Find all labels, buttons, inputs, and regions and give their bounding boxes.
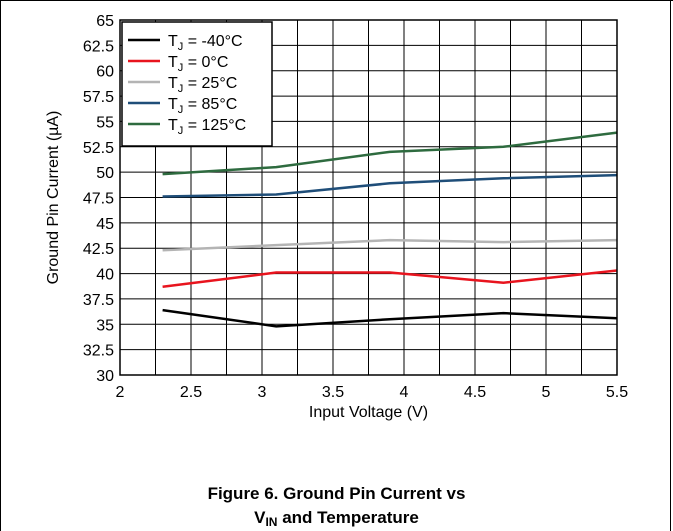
y-tick-label: 32.5	[83, 343, 114, 360]
y-tick-labels: 30 32.5 35 37.5 40 42.5 45 47.5 50 52.5 55 57.5 60 62…	[83, 13, 114, 385]
series-lines	[162, 131, 618, 328]
caption-v-sub: IN	[265, 515, 278, 529]
x-tick-label: 5	[542, 384, 551, 401]
y-tick-label: 37.5	[83, 292, 114, 309]
x-tick-label: 5.5	[606, 384, 628, 401]
legend-entry: TJ = 0°C	[168, 54, 228, 74]
series-line	[162, 173, 618, 198]
y-tick-label: 47.5	[83, 191, 114, 208]
legend-entry: TJ = 125°C	[168, 117, 246, 137]
y-tick-label: 62.5	[83, 38, 114, 55]
y-tick-label: 52.5	[83, 140, 114, 157]
legend-entry: TJ = -40°C	[168, 33, 243, 53]
x-axis-label: Input Voltage (V)	[309, 404, 428, 421]
y-tick-label: 40	[96, 267, 114, 284]
series-line	[162, 131, 618, 176]
legend-entry: TJ = 85°C	[168, 96, 237, 116]
series-line	[162, 308, 618, 328]
y-tick-label: 50	[96, 165, 114, 182]
legend-box	[121, 21, 273, 147]
legend: TJ = -40°CTJ = 0°CTJ = 25°CTJ = 85°CTJ =…	[121, 21, 273, 147]
x-tick-label: 4.5	[464, 384, 486, 401]
y-tick-label: 60	[96, 64, 114, 81]
series-line	[162, 238, 618, 252]
chart-svg: 2 2.5 3 3.5 4 4.5 5 5.5 30 32.5 35 37.5 40 42.5 45 47.…	[45, 13, 629, 421]
y-axis-label: Ground Pin Current (µA)	[45, 111, 62, 285]
series-line	[162, 269, 618, 288]
legend-entry: TJ = 25°C	[168, 75, 237, 95]
plot-border	[119, 19, 618, 376]
y-tick-label: 55	[96, 114, 114, 131]
y-tick-label: 42.5	[83, 241, 114, 258]
caption-line-2: VIN and Temperature	[0, 506, 673, 530]
caption-line-1: Figure 6. Ground Pin Current vs	[207, 484, 466, 503]
x-tick-label: 3	[258, 384, 267, 401]
x-tick-label: 2	[116, 384, 125, 401]
x-tick-label: 2.5	[180, 384, 202, 401]
y-tick-label: 45	[96, 216, 114, 233]
caption-rest: and Temperature	[277, 508, 419, 527]
caption-v: V	[254, 508, 266, 527]
frame-top-border	[0, 0, 673, 1]
y-tick-label: 65	[96, 13, 114, 30]
y-tick-label: 57.5	[83, 89, 114, 106]
y-tick-label: 35	[96, 317, 114, 334]
x-tick-label: 4	[400, 384, 409, 401]
y-tick-label: 30	[96, 368, 114, 385]
x-tick-labels: 2 2.5 3 3.5 4 4.5 5 5.5	[116, 384, 629, 401]
figure-caption: Figure 6. Ground Pin Current vs VIN and …	[0, 482, 673, 530]
x-tick-label: 3.5	[322, 384, 344, 401]
